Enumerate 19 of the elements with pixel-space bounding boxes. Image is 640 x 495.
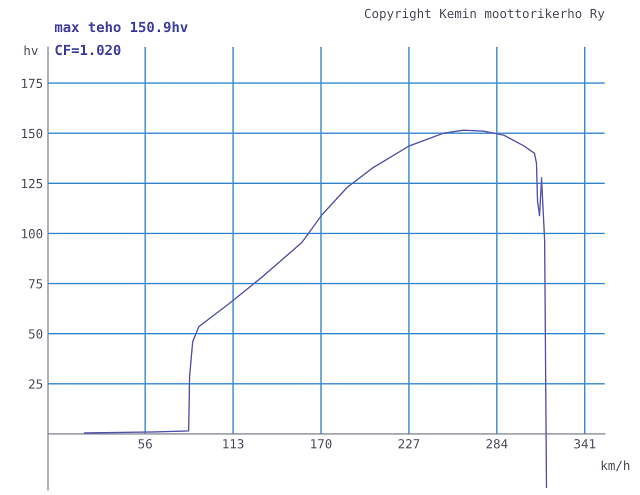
y-tick-label: 75 [28,279,42,289]
y-tick-label: 100 [22,228,42,238]
y-tick-label: 175 [22,78,42,88]
y-tick-label: 150 [22,128,42,138]
y-axis-title: hv [24,46,38,55]
x-tick-label: 56 [138,439,152,449]
x-tick-label: 113 [223,439,244,449]
chart-subtitle: CF=1.020 [55,44,120,56]
text: Copyright Kemin moottorikerho Ry [364,8,604,21]
line-series [84,130,548,488]
x-tick-label: 284 [486,439,508,449]
chart-title: max teho 150.9hv [54,21,188,32]
y-tick-label: 25 [29,379,42,389]
x-tick-label: 341 [574,439,596,449]
x-axis-title: km/h [602,460,630,472]
x-tick-label: 227 [398,439,420,448]
y-tick-label: 125 [22,178,42,188]
y-tick-label: 50 [28,329,42,339]
x-tick-label: 170 [311,439,332,449]
